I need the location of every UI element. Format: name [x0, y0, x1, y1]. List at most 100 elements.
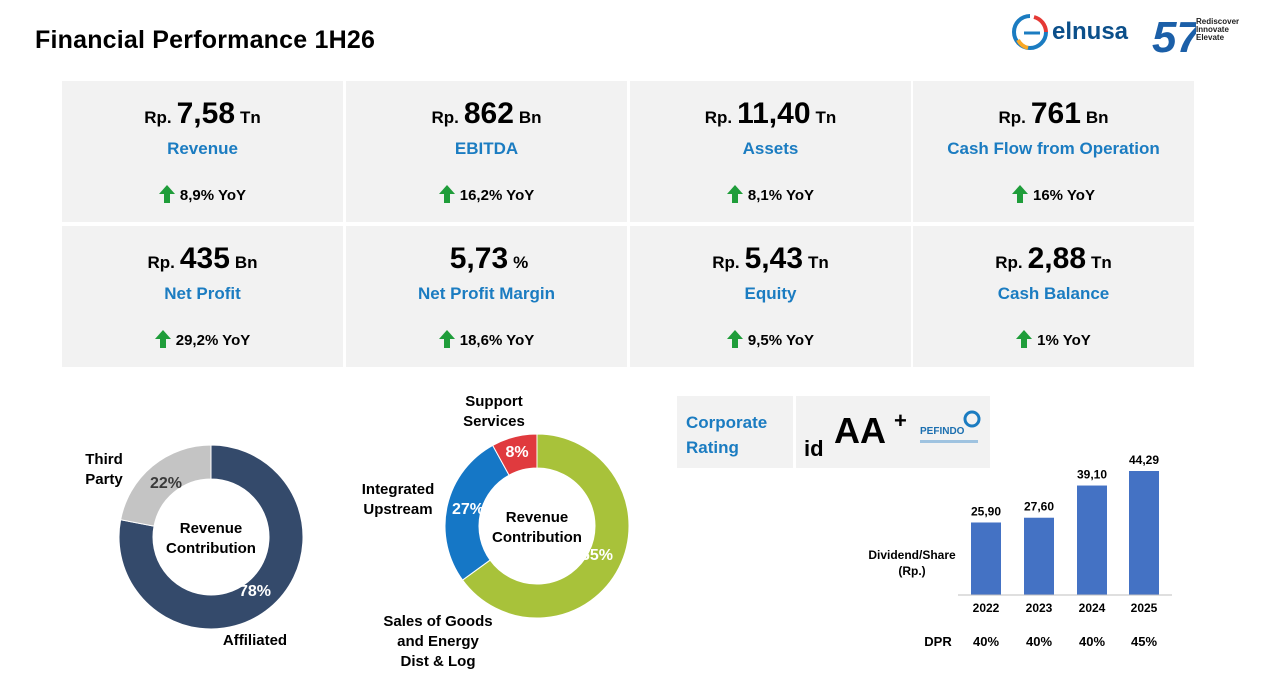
kpi-yoy-text: 1% YoY — [1037, 332, 1091, 349]
dividend-bar — [1129, 471, 1159, 595]
donut-category-label: Third — [85, 451, 123, 468]
bar-category-label: 2023 — [1026, 601, 1053, 615]
donut-value-label: 78% — [239, 583, 271, 600]
dpr-value: 40% — [1079, 634, 1105, 649]
kpi-card: Rp. 761 Bn Cash Flow from Operation 16% YoY — [913, 81, 1194, 222]
kpi-value: 761 — [1030, 97, 1081, 130]
up-arrow-icon — [1012, 185, 1028, 203]
bar-category-label: 2025 — [1131, 601, 1158, 615]
kpi-label: Cash Flow from Operation — [947, 139, 1160, 158]
kpi-label: Equity — [744, 284, 797, 303]
kpi-card: Rp. 2,88 Tn Cash Balance 1% YoY — [913, 226, 1194, 367]
rating-modifier: + — [894, 408, 907, 433]
rating-value-box: id AA + PEFINDO — [796, 396, 990, 468]
page-title: Financial Performance 1H26 — [35, 26, 376, 54]
kpi-label: EBITDA — [454, 139, 519, 158]
kpi-value-line: Rp. 11,40 Tn — [630, 97, 911, 131]
rating-grade: AA — [834, 410, 886, 451]
tagline-line: Innovate — [1196, 25, 1229, 34]
kpi-prefix: Rp. — [144, 108, 172, 127]
dpr-label: DPR — [924, 634, 952, 649]
donut-value-label: 27% — [452, 501, 484, 518]
kpi-prefix: Rp. — [712, 253, 740, 272]
kpi-yoy-text: 18,6% YoY — [459, 332, 535, 349]
kpi-yoy-text: 8,1% YoY — [747, 187, 815, 204]
kpi-value-line: Rp. 862 Bn — [346, 97, 627, 131]
rating-prefix: id — [804, 436, 824, 461]
bar-value-label: 39,10 — [1077, 468, 1107, 482]
donut-category-label: Party — [85, 471, 123, 488]
dividend-bar — [1077, 485, 1107, 595]
kpi-yoy: 29,2% YoY — [62, 330, 343, 349]
bar-value-label: 25,90 — [971, 504, 1001, 518]
kpi-yoy-text: 29,2% YoY — [175, 332, 251, 349]
donut-value-label: 65% — [581, 547, 613, 564]
kpi-value: 435 — [179, 242, 230, 275]
kpi-value: 7,58 — [176, 97, 235, 130]
kpi-value-line: Rp. 435 Bn — [62, 242, 343, 276]
kpi-value-line: Rp. 7,58 Tn — [62, 97, 343, 131]
rating-label: Corporate Rating — [686, 410, 786, 460]
up-arrow-icon — [726, 185, 743, 203]
kpi-yoy: 16,2% YoY — [346, 185, 627, 204]
donut-category-label: Support — [465, 393, 523, 410]
kpi-unit: Tn — [815, 108, 837, 127]
kpi-yoy: 1% YoY — [913, 330, 1194, 349]
anniversary-57-logo-icon: 57 — [1152, 13, 1196, 62]
kpi-value-line: 5,73% — [346, 242, 627, 276]
donut-category-label: Dist & Log — [401, 653, 476, 670]
up-arrow-icon — [158, 185, 175, 203]
donut-category-label: Services — [463, 413, 525, 430]
kpi-value: 862 — [463, 97, 514, 130]
kpi-yoy-text: 8,9% YoY — [179, 187, 247, 204]
kpi-unit: Bn — [518, 108, 542, 127]
kpi-value: 5,73 — [449, 242, 509, 275]
kpi-value-line: Rp. 761 Bn — [913, 97, 1194, 131]
kpi-yoy: 16% YoY — [913, 185, 1194, 204]
kpi-yoy-text: 16% YoY — [1033, 187, 1095, 204]
bar-y-label: Dividend/Share — [868, 548, 956, 562]
bar-value-label: 27,60 — [1024, 500, 1054, 514]
donut-center-label: Revenue — [506, 509, 569, 526]
kpi-card: Rp. 7,58 Tn Revenue 8,9% YoY — [62, 81, 343, 222]
kpi-label: Assets — [742, 139, 799, 158]
donut-slice — [118, 444, 304, 630]
rating-label-line: Corporate — [686, 413, 768, 432]
kpi-prefix: Rp. — [995, 253, 1023, 272]
kpi-unit: Tn — [240, 108, 261, 127]
pefindo-logo-icon — [963, 410, 981, 428]
kpi-unit: Bn — [1085, 108, 1109, 127]
kpi-yoy: 8,9% YoY — [62, 185, 343, 204]
kpi-value-line: Rp. 5,43 Tn — [630, 242, 911, 276]
kpi-label: Net Profit — [164, 284, 241, 303]
kpi-label: Cash Balance — [997, 284, 1110, 303]
kpi-value: 2,88 — [1027, 242, 1086, 275]
kpi-unit: % — [513, 253, 529, 272]
rating-label-box: Corporate Rating — [677, 396, 793, 468]
brand-logo: elnusa 57 Rediscover Innovate Elevate — [1010, 6, 1250, 62]
kpi-unit: Bn — [234, 253, 258, 272]
brand-name: elnusa — [1052, 18, 1129, 45]
kpi-prefix: Rp. — [704, 108, 733, 127]
dividend-bar — [1024, 517, 1054, 595]
bar-y-label: (Rp.) — [898, 564, 925, 578]
donut-center-label: Contribution — [492, 529, 582, 546]
up-arrow-icon — [438, 185, 455, 203]
elnusa-logo-icon — [1012, 14, 1048, 50]
anniversary-glyph: 57 — [1152, 13, 1196, 62]
dpr-value: 40% — [1026, 634, 1052, 649]
donut-value-label: 22% — [150, 475, 182, 492]
rating-label-line: Rating — [686, 438, 739, 457]
kpi-yoy-text: 16,2% YoY — [459, 187, 535, 204]
pefindo-subline — [920, 440, 978, 443]
tagline-line: Elevate — [1196, 33, 1225, 42]
donut-slice — [491, 433, 538, 476]
donut-center-label: Revenue — [180, 520, 243, 537]
kpi-card: Rp. 11,40 Tn Assets 8,1% YoY — [630, 81, 911, 222]
donut-value-label: 8% — [505, 444, 528, 461]
kpi-value: 11,40 — [737, 97, 811, 130]
donut-center-label: Contribution — [166, 540, 256, 557]
donut-category-label: Integrated — [362, 481, 435, 498]
kpi-card: 5,73% Net Profit Margin 18,6% YoY — [346, 226, 627, 367]
kpi-yoy: 9,5% YoY — [630, 330, 911, 349]
